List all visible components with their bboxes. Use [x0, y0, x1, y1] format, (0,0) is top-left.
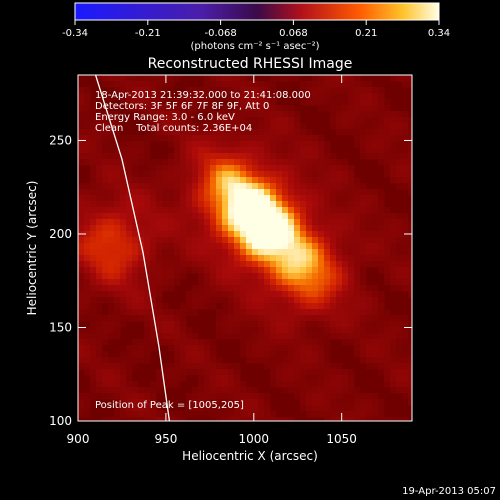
colorbar-ticks: -0.34 -0.21 -0.068 0.068 0.21 0.34: [62, 20, 450, 39]
colorbar-tick-label: 0.068: [279, 28, 308, 39]
colorbar-tick-label: -0.21: [135, 28, 161, 39]
chart-title: Reconstructed RHESSI Image: [148, 56, 353, 72]
y-axis: 100 150 200 250: [49, 133, 412, 428]
x-tick-label: 950: [154, 432, 177, 446]
annotation-clean: Clean Total counts: 2.36E+04: [95, 123, 252, 134]
x-tick-label: 1050: [326, 432, 357, 446]
colorbar-tick-label: -0.34: [62, 28, 88, 39]
annotation-time-range: 18-Apr-2013 21:39:32.000 to 21:41:08.000: [95, 90, 311, 101]
y-axis-label: Heliocentric Y (arcsec): [25, 181, 39, 316]
solar-limb-curve: [94, 75, 171, 421]
colorbar: [74, 2, 440, 21]
footer-timestamp: 19-Apr-2013 05:07: [402, 486, 496, 497]
x-tick-label: 900: [67, 432, 90, 446]
y-tick-label: 150: [49, 320, 72, 334]
colorbar-tick-label: 0.34: [428, 28, 450, 39]
y-tick-label: 100: [49, 414, 72, 428]
colorbar-tick-label: 0.21: [355, 28, 377, 39]
plot-frame: [77, 74, 413, 422]
y-tick-label: 250: [49, 133, 72, 147]
annotation-detectors: Detectors: 3F 5F 6F 7F 8F 9F, Att 0: [95, 101, 269, 112]
annotation-energy: Energy Range: 3.0 - 6.0 keV: [95, 112, 235, 123]
x-axis: 900 950 1000 1050: [67, 75, 357, 446]
heatmap: [78, 75, 412, 421]
y-tick-label: 200: [49, 227, 72, 241]
x-tick-label: 1000: [239, 432, 270, 446]
annotation-peak: Position of Peak = [1005,205]: [95, 400, 244, 411]
colorbar-tick-label: -0.068: [204, 28, 236, 39]
x-axis-label: Heliocentric X (arcsec): [182, 449, 318, 463]
colorbar-units: (photons cm⁻² s⁻¹ asec⁻²): [190, 41, 319, 52]
